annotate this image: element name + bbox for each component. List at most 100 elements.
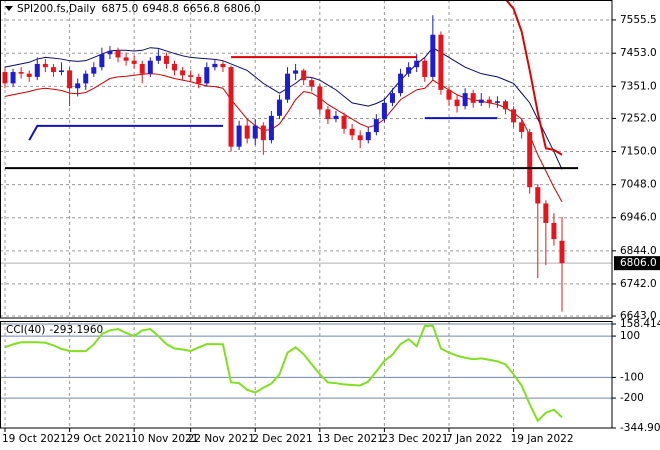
- candle-body: [42, 63, 48, 68]
- candle-body: [462, 93, 468, 107]
- candle-body: [285, 73, 291, 100]
- x-tick-label: 13 Dec 2021: [317, 433, 384, 445]
- ohlc-label: 6806.0: [224, 3, 261, 15]
- chart-header: SPI200.fs,Daily 6875.0 6948.8 6656.8 6806.0: [17, 3, 261, 15]
- candle-body: [107, 50, 113, 55]
- candle-body: [155, 55, 161, 61]
- axis-layer: 7555.5 7453.0 7351.0 7252.0 7150.0 7048.0 6946…: [2, 14, 660, 445]
- candle-body: [406, 67, 412, 74]
- candle-body: [398, 73, 404, 94]
- cci-last-value: -293.1960: [49, 324, 103, 336]
- candle-body: [196, 76, 202, 84]
- x-tick-label: 19 Jan 2022: [511, 433, 574, 445]
- candle-body: [228, 67, 234, 147]
- candle-body: [163, 55, 169, 64]
- candle-body: [293, 70, 299, 74]
- candle-body: [341, 115, 347, 129]
- y-tick-label: 7555.5: [620, 14, 657, 26]
- candle-body: [212, 63, 218, 68]
- candle-body: [502, 101, 508, 110]
- y-tick-label: 6742.0: [620, 278, 657, 290]
- candle-body: [83, 73, 89, 84]
- candle-body: [50, 67, 56, 73]
- y-tick-label: 7453.0: [620, 47, 657, 59]
- candle-body: [519, 122, 525, 133]
- menu-arrow[interactable]: [5, 6, 13, 11]
- candle-body: [543, 203, 549, 223]
- candle-body: [535, 187, 541, 204]
- y-tick-label: -344.901: [620, 422, 660, 434]
- candle-body: [75, 83, 81, 89]
- cci-title: CCI(40): [6, 324, 45, 336]
- y-tick-label: 6844.0: [620, 245, 657, 257]
- candle-body: [2, 72, 8, 84]
- grid-layer: [0, 0, 612, 428]
- candle-body: [236, 125, 242, 147]
- ohlc-label: 6875.0: [102, 3, 139, 15]
- y-tick-label: 7351.0: [620, 80, 657, 92]
- y-tick-label: 6643.0: [620, 310, 657, 322]
- candle-body: [180, 70, 186, 76]
- candle-body: [252, 125, 258, 139]
- candle-body: [333, 115, 339, 120]
- candle-body: [91, 67, 97, 74]
- candle-body: [131, 60, 137, 64]
- candle-body: [139, 63, 145, 74]
- candle-body: [389, 93, 395, 103]
- x-tick-label: 19 Oct 2021: [2, 433, 67, 445]
- candle-body: [276, 99, 282, 116]
- candle-body: [357, 135, 363, 141]
- signal-line: [504, 0, 563, 156]
- candle-body: [559, 240, 565, 264]
- candle-body: [188, 75, 194, 77]
- indicator-line: [4, 47, 563, 170]
- candle-body: [511, 109, 517, 123]
- candle-body: [34, 63, 40, 77]
- candle-body: [147, 60, 153, 74]
- candle-body: [309, 80, 315, 87]
- candle-body: [99, 54, 105, 68]
- cci-panel-border: [0, 321, 613, 429]
- candle-body: [494, 101, 500, 103]
- candle-body: [349, 128, 355, 136]
- x-tick-label: 22 Nov 2021: [188, 433, 255, 445]
- y-tick-label: 7252.0: [620, 112, 657, 124]
- candle-body: [172, 63, 178, 71]
- candle-body: [414, 60, 420, 68]
- cci-header: CCI(40) -293.1960: [6, 324, 103, 336]
- candle-body: [268, 115, 274, 141]
- candle-body: [365, 132, 371, 141]
- y-tick-label: -100: [620, 371, 644, 383]
- price-panel-border: [0, 0, 613, 319]
- candle-body: [478, 99, 484, 103]
- indicator-line: [4, 73, 563, 203]
- y-tick-label: 7150.0: [620, 146, 657, 158]
- last-price-label: 6806.0: [620, 257, 657, 269]
- candle-body: [220, 63, 226, 68]
- candle-body: [244, 125, 250, 139]
- candle-body: [438, 34, 444, 90]
- candle-body: [204, 67, 210, 84]
- x-tick-label: 7 Jan 2022: [446, 433, 502, 445]
- y-tick-label: 100: [620, 330, 640, 342]
- candle-body: [260, 125, 266, 141]
- candle-body: [115, 50, 121, 58]
- candle-body: [301, 70, 307, 81]
- candle-body: [325, 109, 331, 120]
- candle-body: [454, 99, 460, 107]
- candle-body: [422, 60, 428, 77]
- candle-body: [10, 72, 16, 84]
- candle-body: [18, 72, 24, 74]
- y-tick-label: 158.4144: [620, 318, 660, 330]
- candle-body: [470, 93, 476, 103]
- candle-body: [551, 222, 557, 240]
- drawn-line: [28, 124, 223, 141]
- y-tick-label: 7048.0: [620, 179, 657, 191]
- x-tick-label: 23 Dec 2021: [381, 433, 448, 445]
- candle-body: [123, 57, 129, 61]
- ohlc-label: 6948.8: [142, 3, 179, 15]
- y-tick-label: 6946.0: [620, 212, 657, 224]
- chart-title: SPI200.fs,Daily: [17, 3, 96, 15]
- candle-body: [373, 119, 379, 133]
